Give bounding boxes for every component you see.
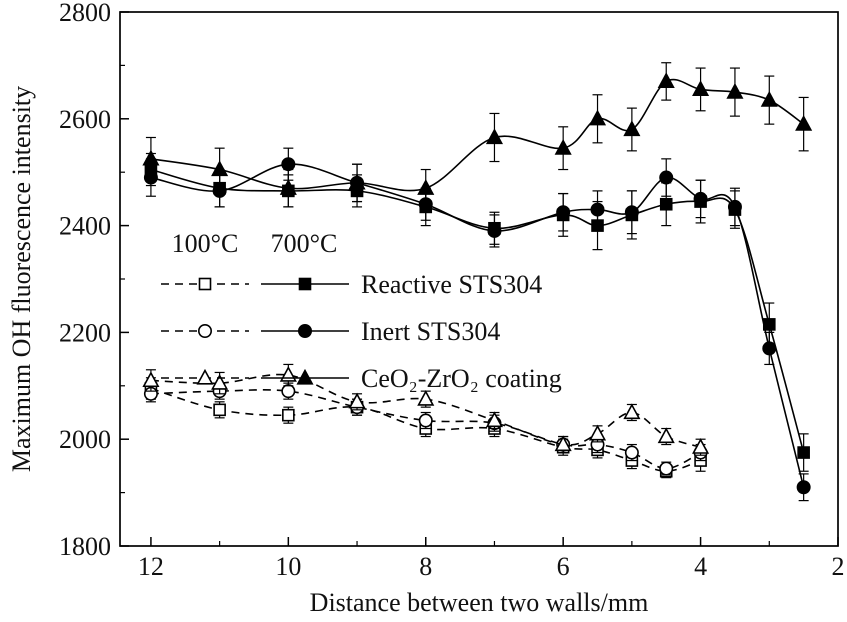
data-point-marker (624, 205, 639, 220)
data-point-marker (281, 157, 296, 172)
data-point-marker (142, 371, 160, 388)
y-tick-label: 2200 (59, 318, 111, 347)
data-point-marker (760, 90, 778, 107)
x-tick-label: 8 (419, 552, 432, 581)
data-point-marker (296, 368, 314, 385)
y-tick-label: 2400 (59, 212, 111, 241)
data-point-marker (624, 445, 639, 460)
data-point-marker (657, 72, 675, 89)
data-point-marker (554, 435, 572, 452)
data-point-marker (797, 446, 810, 459)
data-point-marker (485, 411, 504, 428)
data-point-marker (417, 179, 435, 195)
x-tick-label: 12 (138, 552, 164, 581)
legend-col1-header: 100°C (172, 229, 239, 258)
legend-row-label: Reactive STS304 (361, 270, 542, 299)
data-point-marker (796, 480, 811, 495)
series-line (150, 163, 805, 488)
data-point-marker (590, 202, 605, 217)
x-tick-label: 2 (832, 552, 845, 581)
data-point-marker (623, 120, 641, 137)
data-point-marker (588, 109, 607, 126)
legend-row-label: Inert STS304 (361, 317, 500, 346)
data-point-marker (659, 197, 673, 211)
data-point-marker (142, 149, 160, 166)
data-point-marker (692, 438, 710, 454)
data-point-marker (623, 403, 641, 420)
data-point-marker (198, 323, 213, 338)
x-axis-title: Distance between two walls/mm (309, 588, 649, 617)
data-point-marker (348, 173, 366, 190)
y-tick-label: 2800 (59, 0, 111, 27)
data-point-marker (282, 408, 295, 422)
y-tick-label: 1800 (59, 532, 111, 561)
series-line (150, 168, 805, 453)
series-line (150, 78, 805, 192)
data-point-marker (298, 277, 312, 291)
x-tick-label: 6 (557, 552, 570, 581)
data-point-marker (417, 389, 435, 406)
data-point-marker (348, 392, 366, 409)
data-point-marker (659, 170, 674, 185)
data-point-marker (726, 82, 744, 99)
data-point-marker (211, 373, 229, 390)
data-point-marker (762, 341, 777, 356)
y-axis-title: Maximum OH fluorescence intensity (7, 85, 36, 473)
data-point-marker (297, 323, 312, 338)
data-point-marker (556, 205, 571, 220)
data-point-marker (281, 384, 296, 399)
y-tick-label: 2600 (59, 105, 111, 134)
data-point-marker (693, 191, 708, 206)
data-point-marker (418, 413, 433, 428)
data-point-marker (196, 368, 214, 385)
data-point-marker (213, 403, 226, 417)
series-line (150, 387, 701, 473)
data-point-marker (588, 424, 607, 441)
legend-row-label: CeO₂-ZrO₂ coating (361, 364, 562, 393)
data-point-marker (211, 160, 229, 177)
data-point-marker (487, 223, 502, 238)
data-point-marker (727, 199, 742, 214)
legend-col2-header: 700°C (271, 229, 338, 258)
data-point-marker (659, 461, 674, 476)
data-point-marker (485, 128, 504, 145)
data-point-marker (692, 80, 710, 97)
x-tick-label: 4 (694, 552, 707, 581)
data-point-marker (198, 277, 212, 291)
data-point-marker (554, 138, 572, 155)
y-tick-label: 2000 (59, 425, 111, 454)
x-tick-label: 10 (275, 552, 301, 581)
data-point-marker (279, 179, 297, 195)
data-point-marker (795, 114, 813, 131)
data-point-marker (657, 427, 675, 444)
